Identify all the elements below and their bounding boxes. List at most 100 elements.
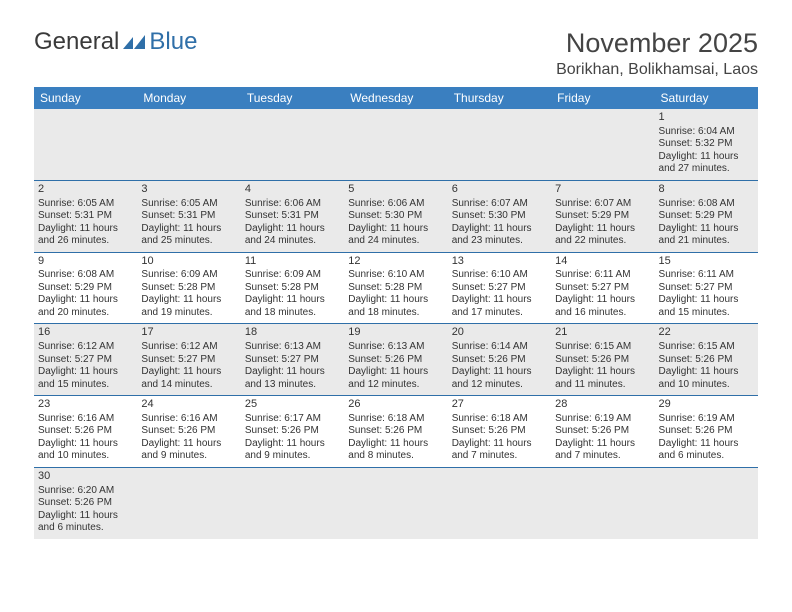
- daylight-text: Daylight: 11 hours and 12 minutes.: [348, 366, 443, 391]
- sunrise-text: Sunrise: 6:15 AM: [659, 341, 754, 354]
- week-row: 9Sunrise: 6:08 AMSunset: 5:29 PMDaylight…: [34, 252, 758, 324]
- sunrise-text: Sunrise: 6:04 AM: [659, 126, 754, 139]
- day-number: 8: [659, 183, 754, 197]
- empty-cell: [448, 467, 551, 538]
- weekday-wednesday: Wednesday: [344, 87, 447, 109]
- week-row: 1Sunrise: 6:04 AMSunset: 5:32 PMDaylight…: [34, 109, 758, 180]
- day-23: 23Sunrise: 6:16 AMSunset: 5:26 PMDayligh…: [34, 396, 137, 468]
- sunrise-text: Sunrise: 6:19 AM: [659, 413, 754, 426]
- sunrise-text: Sunrise: 6:18 AM: [452, 413, 547, 426]
- sunset-text: Sunset: 5:27 PM: [141, 354, 236, 367]
- sunrise-text: Sunrise: 6:08 AM: [38, 269, 133, 282]
- day-number: 13: [452, 255, 547, 269]
- daylight-text: Daylight: 11 hours and 19 minutes.: [141, 294, 236, 319]
- day-number: 3: [141, 183, 236, 197]
- sunrise-text: Sunrise: 6:13 AM: [245, 341, 340, 354]
- day-number: 4: [245, 183, 340, 197]
- sunset-text: Sunset: 5:26 PM: [38, 425, 133, 438]
- day-3: 3Sunrise: 6:05 AMSunset: 5:31 PMDaylight…: [137, 180, 240, 252]
- sunrise-text: Sunrise: 6:05 AM: [141, 198, 236, 211]
- week-row: 16Sunrise: 6:12 AMSunset: 5:27 PMDayligh…: [34, 324, 758, 396]
- sunset-text: Sunset: 5:28 PM: [141, 282, 236, 295]
- sunrise-text: Sunrise: 6:07 AM: [452, 198, 547, 211]
- day-8: 8Sunrise: 6:08 AMSunset: 5:29 PMDaylight…: [655, 180, 758, 252]
- sunset-text: Sunset: 5:26 PM: [348, 425, 443, 438]
- sunrise-text: Sunrise: 6:12 AM: [141, 341, 236, 354]
- sunrise-text: Sunrise: 6:10 AM: [452, 269, 547, 282]
- weekday-header-row: SundayMondayTuesdayWednesdayThursdayFrid…: [34, 87, 758, 109]
- sunset-text: Sunset: 5:26 PM: [452, 425, 547, 438]
- day-number: 10: [141, 255, 236, 269]
- empty-cell: [551, 467, 654, 538]
- daylight-text: Daylight: 11 hours and 20 minutes.: [38, 294, 133, 319]
- daylight-text: Daylight: 11 hours and 13 minutes.: [245, 366, 340, 391]
- day-number: 2: [38, 183, 133, 197]
- sunrise-text: Sunrise: 6:09 AM: [245, 269, 340, 282]
- sunset-text: Sunset: 5:26 PM: [141, 425, 236, 438]
- day-number: 14: [555, 255, 650, 269]
- day-number: 19: [348, 326, 443, 340]
- day-16: 16Sunrise: 6:12 AMSunset: 5:27 PMDayligh…: [34, 324, 137, 396]
- title-block: November 2025 Borikhan, Bolikhamsai, Lao…: [556, 28, 758, 79]
- daylight-text: Daylight: 11 hours and 16 minutes.: [555, 294, 650, 319]
- sunset-text: Sunset: 5:26 PM: [659, 425, 754, 438]
- logo-text-1: General: [34, 28, 119, 56]
- daylight-text: Daylight: 11 hours and 8 minutes.: [348, 438, 443, 463]
- day-number: 11: [245, 255, 340, 269]
- day-14: 14Sunrise: 6:11 AMSunset: 5:27 PMDayligh…: [551, 252, 654, 324]
- sunset-text: Sunset: 5:26 PM: [555, 354, 650, 367]
- daylight-text: Daylight: 11 hours and 7 minutes.: [452, 438, 547, 463]
- location-subtitle: Borikhan, Bolikhamsai, Laos: [556, 61, 758, 79]
- week-row: 2Sunrise: 6:05 AMSunset: 5:31 PMDaylight…: [34, 180, 758, 252]
- day-4: 4Sunrise: 6:06 AMSunset: 5:31 PMDaylight…: [241, 180, 344, 252]
- sunset-text: Sunset: 5:26 PM: [452, 354, 547, 367]
- empty-cell: [137, 109, 240, 180]
- sunset-text: Sunset: 5:27 PM: [452, 282, 547, 295]
- day-13: 13Sunrise: 6:10 AMSunset: 5:27 PMDayligh…: [448, 252, 551, 324]
- day-number: 17: [141, 326, 236, 340]
- day-number: 29: [659, 398, 754, 412]
- day-28: 28Sunrise: 6:19 AMSunset: 5:26 PMDayligh…: [551, 396, 654, 468]
- sunrise-text: Sunrise: 6:14 AM: [452, 341, 547, 354]
- sunset-text: Sunset: 5:26 PM: [38, 497, 133, 510]
- daylight-text: Daylight: 11 hours and 21 minutes.: [659, 223, 754, 248]
- daylight-text: Daylight: 11 hours and 18 minutes.: [245, 294, 340, 319]
- sunset-text: Sunset: 5:32 PM: [659, 138, 754, 151]
- daylight-text: Daylight: 11 hours and 25 minutes.: [141, 223, 236, 248]
- calendar-table: SundayMondayTuesdayWednesdayThursdayFrid…: [34, 87, 758, 539]
- day-6: 6Sunrise: 6:07 AMSunset: 5:30 PMDaylight…: [448, 180, 551, 252]
- daylight-text: Daylight: 11 hours and 10 minutes.: [659, 366, 754, 391]
- daylight-text: Daylight: 11 hours and 10 minutes.: [38, 438, 133, 463]
- sunset-text: Sunset: 5:30 PM: [452, 210, 547, 223]
- sunrise-text: Sunrise: 6:19 AM: [555, 413, 650, 426]
- day-number: 25: [245, 398, 340, 412]
- daylight-text: Daylight: 11 hours and 9 minutes.: [141, 438, 236, 463]
- sunset-text: Sunset: 5:31 PM: [141, 210, 236, 223]
- day-5: 5Sunrise: 6:06 AMSunset: 5:30 PMDaylight…: [344, 180, 447, 252]
- day-22: 22Sunrise: 6:15 AMSunset: 5:26 PMDayligh…: [655, 324, 758, 396]
- empty-cell: [241, 109, 344, 180]
- day-19: 19Sunrise: 6:13 AMSunset: 5:26 PMDayligh…: [344, 324, 447, 396]
- daylight-text: Daylight: 11 hours and 22 minutes.: [555, 223, 650, 248]
- sunrise-text: Sunrise: 6:08 AM: [659, 198, 754, 211]
- day-18: 18Sunrise: 6:13 AMSunset: 5:27 PMDayligh…: [241, 324, 344, 396]
- sunset-text: Sunset: 5:27 PM: [245, 354, 340, 367]
- sunrise-text: Sunrise: 6:06 AM: [245, 198, 340, 211]
- day-number: 5: [348, 183, 443, 197]
- sunrise-text: Sunrise: 6:10 AM: [348, 269, 443, 282]
- month-title: November 2025: [556, 28, 758, 59]
- daylight-text: Daylight: 11 hours and 9 minutes.: [245, 438, 340, 463]
- sunset-text: Sunset: 5:26 PM: [348, 354, 443, 367]
- week-row: 30Sunrise: 6:20 AMSunset: 5:26 PMDayligh…: [34, 467, 758, 538]
- empty-cell: [137, 467, 240, 538]
- daylight-text: Daylight: 11 hours and 6 minutes.: [38, 510, 133, 535]
- sunset-text: Sunset: 5:31 PM: [245, 210, 340, 223]
- sunset-text: Sunset: 5:30 PM: [348, 210, 443, 223]
- sunrise-text: Sunrise: 6:05 AM: [38, 198, 133, 211]
- empty-cell: [655, 467, 758, 538]
- sunrise-text: Sunrise: 6:17 AM: [245, 413, 340, 426]
- day-29: 29Sunrise: 6:19 AMSunset: 5:26 PMDayligh…: [655, 396, 758, 468]
- daylight-text: Daylight: 11 hours and 27 minutes.: [659, 151, 754, 176]
- empty-cell: [448, 109, 551, 180]
- daylight-text: Daylight: 11 hours and 17 minutes.: [452, 294, 547, 319]
